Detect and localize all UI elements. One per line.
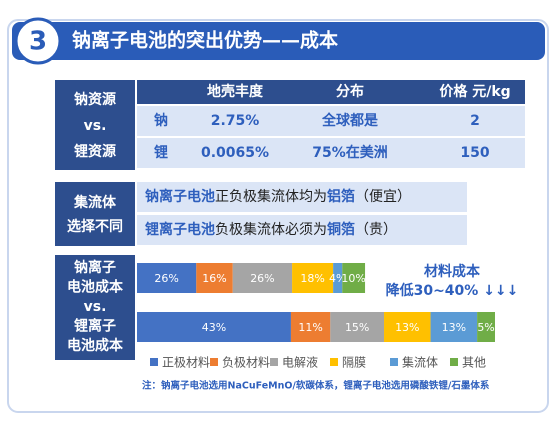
collector-line: 钠离子电池正负极集流体均为铝箔（便宜） (145, 188, 411, 205)
column-header: 价格 元/kg (439, 83, 510, 100)
collector-text: （便宜） (355, 189, 411, 205)
annotation: 材料成本 (424, 263, 481, 280)
table-cell: 锂 (154, 144, 168, 161)
table-cell: 150 (460, 145, 489, 161)
legend-swatch (330, 358, 338, 366)
label-text: 钠离子 (74, 259, 116, 276)
bar-segment (330, 312, 385, 342)
legend-label: 负极材料 (222, 356, 270, 370)
collector-text: 负极集流体必须为 (215, 221, 327, 238)
label-text: 锂资源 (74, 143, 116, 160)
value-label: 11% (298, 321, 322, 334)
legend-label: 其他 (462, 356, 486, 370)
legend-swatch (390, 358, 398, 366)
collector-row (137, 182, 467, 212)
value-label: 26% (250, 272, 274, 285)
header-bar (12, 22, 545, 60)
label-box (55, 182, 135, 246)
value-label: 5% (477, 321, 494, 334)
collector-text: （贵） (355, 222, 397, 238)
legend-label: 正极材料 (162, 356, 210, 370)
annotation: 降低30~40% ↓↓↓ (386, 282, 519, 299)
table-header (137, 80, 525, 104)
table-row (137, 138, 525, 168)
table-cell: 75%在美洲 (312, 144, 388, 161)
legend-swatch (450, 358, 458, 366)
table-cell: 全球都是 (321, 112, 379, 129)
bar-segment (292, 263, 334, 293)
bar-segment (290, 312, 331, 342)
label-text: 电池成本 (67, 337, 124, 354)
label-box (55, 80, 135, 170)
table-cell: 钠 (154, 112, 168, 129)
value-label: 13% (442, 321, 466, 334)
value-label: 4% (329, 272, 346, 285)
bar-segment (430, 312, 478, 342)
label-text: vs. (84, 299, 107, 315)
label-text: vs. (84, 118, 107, 134)
header-number: 3 (29, 27, 47, 57)
collector-text: 铜箔 (327, 221, 355, 238)
collector-text: 正负极集流体均为 (215, 188, 327, 205)
legend-label: 隔膜 (342, 356, 366, 370)
value-label: 13% (395, 321, 419, 334)
value-label: 18% (300, 272, 324, 285)
bar-segment (342, 263, 366, 293)
table-row (137, 106, 525, 136)
collector-line: 锂离子电池负极集流体必须为铜箔（贵） (145, 221, 397, 238)
value-label: 16% (202, 272, 226, 285)
bar-segment (384, 312, 431, 342)
table-cell: 2.75% (211, 113, 260, 129)
value-label: 43% (202, 321, 226, 334)
collector-text: 锂离子电池 (145, 221, 215, 238)
label-text: 集流体 (73, 194, 117, 211)
legend-label: 电解液 (282, 355, 318, 370)
legend-swatch (270, 358, 278, 366)
bar-segment (196, 263, 233, 293)
legend-swatch (150, 358, 158, 366)
bar-segment (137, 263, 197, 293)
header-badge (14, 17, 62, 65)
label-text: 钠资源 (74, 91, 116, 108)
legend-swatch (210, 358, 218, 366)
column-header: 地壳丰度 (207, 83, 264, 100)
table-cell: 2 (470, 113, 480, 129)
collector-text: 钠离子电池 (145, 188, 215, 205)
collector-row (137, 215, 467, 245)
header-title: 钠离子电池的突出优势——成本 (72, 29, 338, 52)
bar-segment (232, 263, 293, 293)
label-text: 选择不同 (67, 218, 123, 235)
value-label: 15% (345, 321, 369, 334)
bar-segment (137, 312, 291, 342)
bar-segment (477, 312, 495, 342)
label-text: 电池成本 (67, 279, 124, 296)
note: 注：钠离子电池选用NaCuFeMnO/软碳体系，锂离子电池选用磷酸铁锂/石墨体系 (142, 380, 490, 392)
value-label: 10% (341, 272, 365, 285)
label-box (55, 255, 135, 360)
collector-text: 铝箔 (327, 188, 355, 205)
table-cell: 0.0065% (201, 145, 269, 161)
value-label: 26% (154, 272, 178, 285)
bar-segment (333, 263, 343, 293)
label-text: 锂离子 (74, 318, 116, 335)
column-header: 分布 (336, 83, 364, 100)
legend-label: 集流体 (402, 355, 438, 370)
